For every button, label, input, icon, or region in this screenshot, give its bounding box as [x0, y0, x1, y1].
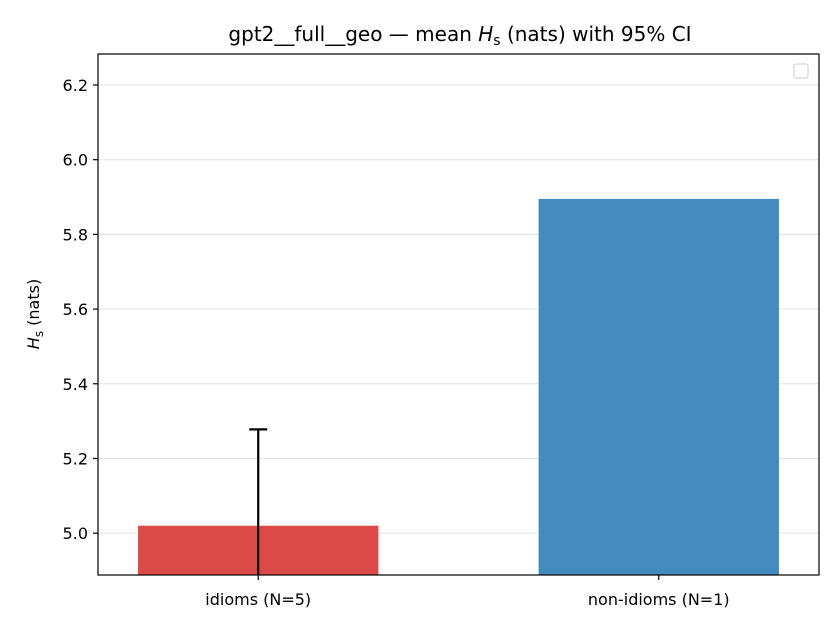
error-bars	[249, 428, 268, 575]
y-tick-label: 5.6	[63, 300, 88, 319]
x-axis-ticks: idioms (N=5) non-idioms (N=1)	[205, 575, 730, 609]
y-tick-label: 5.0	[63, 524, 88, 543]
y-tick-label: 5.4	[63, 375, 88, 394]
y-tick-label: 5.8	[63, 225, 88, 244]
bar	[538, 198, 779, 575]
y-tick-label: 6.2	[63, 76, 88, 95]
legend-box	[793, 63, 809, 79]
y-axis-ticks: 5.0 5.2 5.4 5.6 5.8 6.0 6.2	[63, 76, 98, 543]
plot-frame	[97, 53, 820, 576]
x-tick-label: non-idioms (N=1)	[588, 590, 730, 609]
y-tick-label: 6.0	[63, 151, 88, 170]
chart-title: gpt2__full__geo — mean Hs (nats) with 95…	[228, 22, 691, 49]
x-tick-label: idioms (N=5)	[205, 590, 311, 609]
y-tick-label: 5.2	[63, 449, 88, 468]
y-axis-label: Hs (nats)	[24, 279, 46, 349]
